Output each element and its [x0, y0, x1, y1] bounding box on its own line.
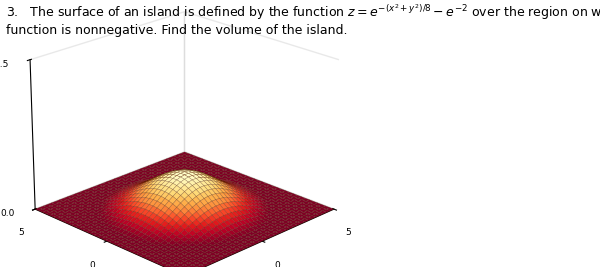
Text: 3.   The surface of an island is defined by the function $z = e^{-(x^2+y^2)/8} -: 3. The surface of an island is defined b… [6, 3, 600, 37]
